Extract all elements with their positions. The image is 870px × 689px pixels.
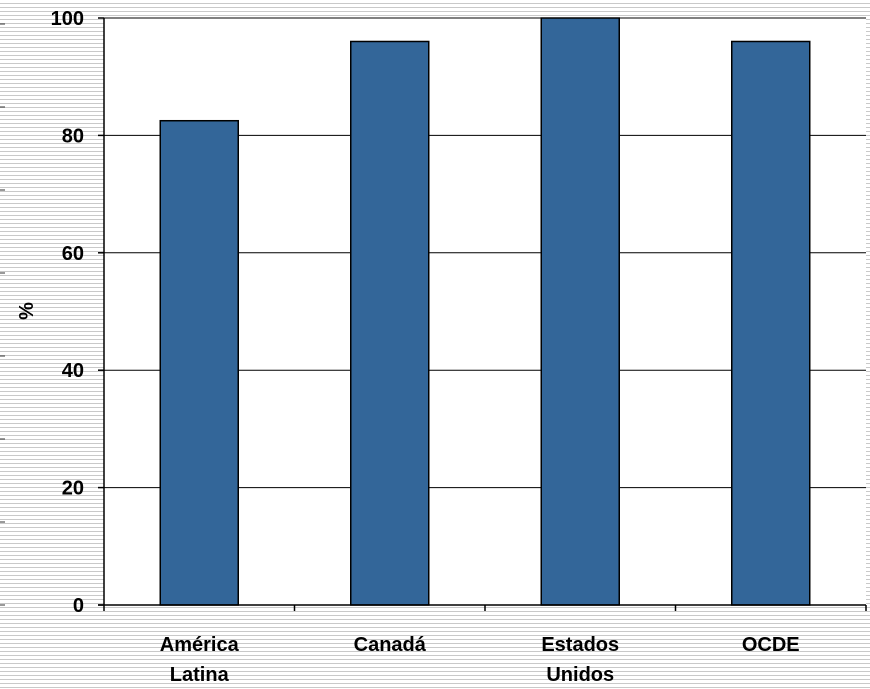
axes	[98, 17, 867, 611]
y-tick-label: 80	[62, 125, 84, 147]
y-tick-labels: 0 20 40 60 80 100	[51, 8, 84, 617]
x-tick-label-line: OCDE	[742, 634, 800, 656]
x-tick-label-line: Latina	[170, 664, 230, 686]
y-tick-label: 40	[62, 360, 84, 382]
x-tick-labels: América Latina Canadá Estados Unidos OCDE	[160, 634, 800, 686]
y-axis-title: %	[16, 302, 38, 320]
y-tick-label: 60	[62, 243, 84, 265]
x-tick-label: América Latina	[160, 634, 240, 686]
bar	[159, 119, 239, 606]
bar	[350, 40, 430, 606]
y-tick-label: 20	[62, 478, 84, 500]
bar	[731, 40, 811, 606]
x-tick-label-line: Canadá	[354, 634, 427, 656]
y-tick-label: 100	[51, 8, 84, 30]
x-tick-label-line: América	[160, 634, 240, 656]
x-tick-label: Canadá	[354, 634, 427, 656]
x-tick-label-line: Estados	[541, 634, 619, 656]
x-tick-label-line: Unidos	[546, 664, 614, 686]
left-edge-ticks	[0, 23, 5, 606]
bars	[159, 17, 811, 606]
bar	[540, 17, 620, 606]
x-tick-label: Estados Unidos	[541, 634, 619, 686]
y-tick-label: 0	[73, 595, 84, 617]
x-tick-label: OCDE	[742, 634, 800, 656]
